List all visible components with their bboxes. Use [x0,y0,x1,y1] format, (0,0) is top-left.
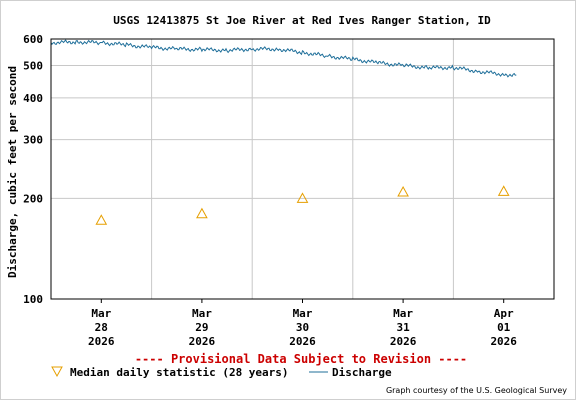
x-tick-label: 2026 [289,335,316,348]
credit-text: Graph courtesy of the U.S. Geological Su… [386,386,567,395]
x-tick-label: Mar [91,307,111,320]
y-tick-label: 500 [23,59,43,72]
legend-median-label: Median daily statistic (28 years) [70,366,289,379]
median-point [397,186,409,197]
x-tick-label: Apr [494,307,514,320]
y-tick-label: 300 [23,134,43,147]
legend-discharge-label: Discharge [332,366,392,379]
discharge-line [50,39,517,78]
x-tick-label: 2026 [390,335,417,348]
y-tick-label: 100 [23,293,43,306]
x-tick-label: 28 [95,321,108,334]
y-tick-label: 600 [23,33,43,46]
x-tick-label: 30 [296,321,309,334]
plot-area [50,38,555,300]
series-layer [50,39,517,225]
median-point [196,207,208,219]
median-point [497,185,510,196]
x-tick-label: 2026 [490,335,517,348]
x-tick-label: Mar [192,307,212,320]
y-tick-labels: 100 200 300 400 500 600 [23,33,43,306]
x-tick-label: Mar [393,307,413,320]
legend: Median daily statistic (28 years) Discha… [51,366,392,379]
x-tick-label: 31 [396,321,410,334]
chart-title: USGS 12413875 St Joe River at Red Ives R… [113,14,491,27]
x-tick-label: 2026 [88,335,115,348]
legend-median-marker [51,366,63,378]
y-tick-label: 400 [23,92,43,105]
y-tick-label: 200 [23,192,43,205]
y-axis-label: Discharge, cubic feet per second [6,66,19,278]
provisional-notice: ---- Provisional Data Subject to Revisio… [135,352,467,366]
x-tick-label: 01 [497,321,511,334]
x-tick-label: Mar [293,307,313,320]
median-point [296,192,309,203]
x-tick-label: 29 [195,321,208,334]
grid [51,38,554,300]
x-tick-label: 2026 [189,335,216,348]
x-tick-labels: Mar282026Mar292026Mar302026Mar312026Apr0… [88,299,517,348]
median-point [95,214,108,225]
